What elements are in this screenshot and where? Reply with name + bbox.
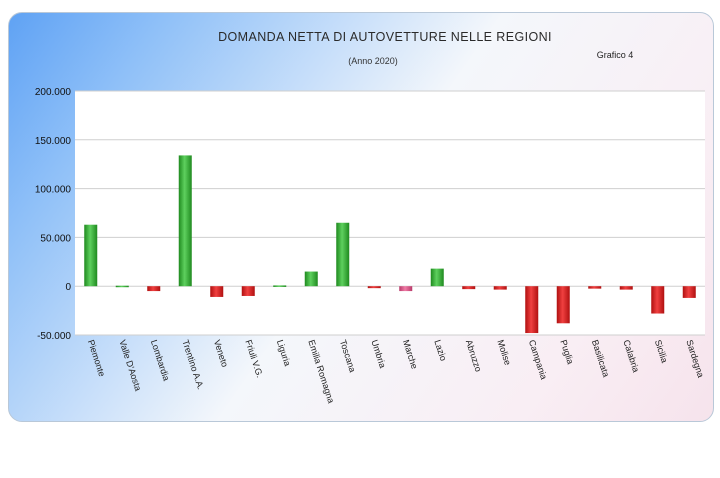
chart-frame: DOMANDA NETTA DI AUTOVETTURE NELLE REGIO… [8,12,714,422]
x-tick-label: Puglia [558,339,575,366]
bar-sicilia [651,286,665,314]
x-tick-label: Abruzzo [464,339,484,374]
bar-sardegna [682,286,696,298]
chart-title: DOMANDA NETTA DI AUTOVETTURE NELLE REGIO… [218,30,552,44]
x-tick-label: Basilicata [590,339,611,379]
bar-veneto [210,286,224,297]
bar-liguria [273,285,287,287]
bar-molise [493,286,507,290]
bar-chart: DOMANDA NETTA DI AUTOVETTURE NELLE REGIO… [35,30,706,405]
y-axis-ticks: 200.000 150.000 100.000 50.000 0 -50.000 [35,87,72,342]
bars [84,155,696,334]
x-tick-label: Campania [527,339,549,381]
chart-subtitle: (Anno 2020) [348,56,398,66]
y-tick-label: 150.000 [35,136,72,147]
x-tick-label: Lombardia [149,339,172,383]
bar-trentino-a-a- [178,155,192,287]
x-tick-label: Trentino A.A. [180,339,205,391]
x-tick-label: Sardegna [684,339,706,379]
y-tick-label: 100.000 [35,185,72,196]
y-tick-label: -50.000 [37,331,71,342]
x-tick-label: Liguria [275,339,293,368]
plot-area [75,91,705,335]
x-tick-label: Sicilia [653,339,670,364]
bar-friuli-v-g- [241,286,255,296]
bar-campania [525,286,539,334]
x-tick-label: Valle D'Aosta [117,339,143,393]
bar-basilicata [588,286,602,289]
x-tick-label: Toscana [338,339,358,374]
bar-marche [399,286,413,292]
bar-toscana [336,222,350,287]
x-axis-labels: Piemonte Valle D'Aosta Lombardia Trentino A… [86,339,706,405]
bar-valle-d-aosta [115,285,129,288]
x-tick-label: Lazio [432,339,448,363]
x-tick-label: Umbria [369,339,387,370]
bar-piemonte [84,224,98,287]
y-tick-label: 200.000 [35,87,72,98]
bar-abruzzo [462,286,476,290]
x-tick-label: Emilia Romagna [306,339,336,405]
y-tick-label: 50.000 [40,233,71,244]
x-tick-label: Friuli V.G. [243,339,265,379]
bar-umbria [367,286,381,289]
bar-lombardia [147,286,161,292]
bar-puglia [556,286,570,324]
x-tick-label: Calabria [621,339,641,374]
x-tick-label: Molise [495,339,513,367]
x-tick-label: Piemonte [86,339,107,378]
bar-emilia-romagna [304,271,318,287]
bar-lazio [430,268,444,287]
chart-label: Grafico 4 [597,50,634,60]
x-tick-label: Veneto [212,339,230,369]
bar-calabria [619,286,633,290]
x-tick-label: Marche [401,339,420,371]
y-tick-label: 0 [65,282,71,293]
